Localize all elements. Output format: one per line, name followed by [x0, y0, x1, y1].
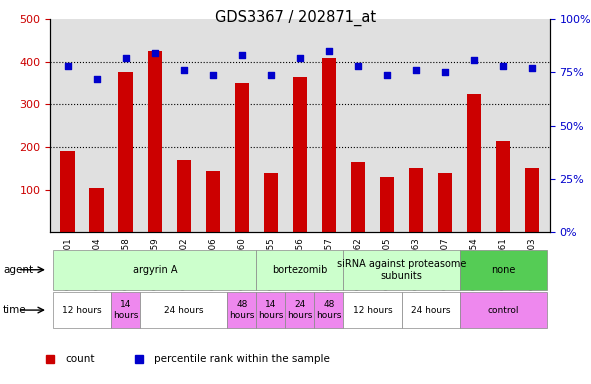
Text: 48
hours: 48 hours [229, 300, 255, 320]
Text: control: control [488, 306, 519, 314]
Point [528, 65, 537, 71]
Bar [525, 167, 540, 232]
Bar [60, 151, 75, 232]
Text: bortezomib: bortezomib [272, 265, 327, 275]
Point [208, 71, 217, 78]
Point [353, 63, 363, 69]
Text: 14
hours: 14 hours [258, 300, 284, 320]
Point [324, 48, 334, 54]
Bar [264, 173, 278, 232]
Point [121, 55, 131, 61]
Point [498, 63, 508, 69]
Bar [177, 160, 191, 232]
Point [382, 71, 392, 78]
Point [266, 71, 275, 78]
Text: 12 hours: 12 hours [353, 306, 392, 314]
Bar [206, 170, 220, 232]
Text: none: none [491, 265, 515, 275]
Point [92, 76, 102, 82]
Text: 12 hours: 12 hours [63, 306, 102, 314]
Point [411, 67, 421, 73]
Point [63, 63, 72, 69]
Text: time: time [3, 305, 27, 315]
Point [295, 55, 304, 61]
Bar [89, 187, 104, 232]
Bar [409, 169, 423, 232]
Text: 48
hours: 48 hours [316, 300, 342, 320]
Bar [293, 77, 307, 232]
Text: siRNA against proteasome
subunits: siRNA against proteasome subunits [337, 259, 466, 281]
Bar [350, 162, 365, 232]
Point [179, 67, 189, 73]
Text: 24 hours: 24 hours [411, 306, 450, 314]
Bar [235, 83, 249, 232]
Text: 24
hours: 24 hours [287, 300, 313, 320]
Bar [322, 58, 336, 232]
Bar [438, 174, 452, 232]
Text: GDS3367 / 202871_at: GDS3367 / 202871_at [215, 10, 376, 26]
Point [469, 56, 479, 63]
Bar [467, 94, 482, 232]
Point [237, 52, 246, 58]
Text: 24 hours: 24 hours [164, 306, 203, 314]
Text: count: count [65, 354, 95, 364]
Bar [380, 177, 394, 232]
Text: percentile rank within the sample: percentile rank within the sample [154, 354, 330, 364]
Bar [118, 73, 133, 232]
Point [150, 50, 160, 56]
Text: 14
hours: 14 hours [113, 300, 138, 320]
Bar [148, 51, 162, 232]
Text: argyrin A: argyrin A [132, 265, 177, 275]
Text: agent: agent [3, 265, 33, 275]
Point [440, 70, 450, 76]
Bar [496, 141, 511, 232]
